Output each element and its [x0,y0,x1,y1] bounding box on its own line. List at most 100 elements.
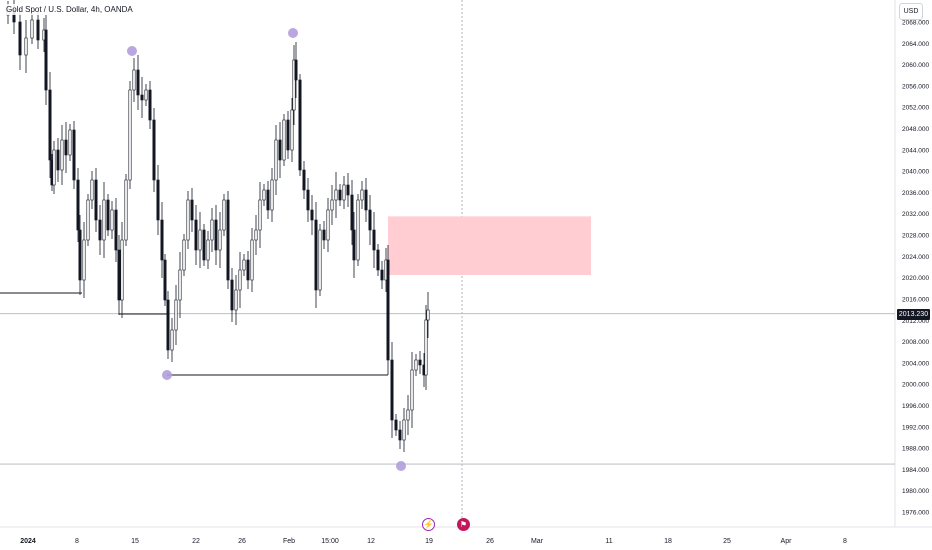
price-tick-label: 1992.000 [902,424,929,431]
candle-body [186,199,190,241]
price-tick-label: 2000.000 [902,382,929,389]
candle-body [306,189,310,211]
candle-body [144,89,148,101]
time-tick-label: 18 [664,538,672,545]
candle-body [286,119,290,151]
candle-body [76,179,80,231]
currency-button[interactable]: USD [899,3,923,20]
candle-body [290,109,294,151]
candle-body [136,69,140,96]
candle-body [56,149,60,171]
price-tick-label: 2068.000 [902,20,929,27]
time-tick-label: 19 [425,538,433,545]
price-tick-label: 2028.000 [902,233,929,240]
candle-body [234,289,238,311]
candle-body [322,229,326,241]
price-tick-label: 2016.000 [902,296,929,303]
candle-body [302,169,306,191]
price-tick-label: 2048.000 [902,126,929,133]
candle-body [386,259,390,361]
candle-body [190,199,194,221]
candle-body [330,199,334,211]
price-tick-label: 1984.000 [902,467,929,474]
candle-body [364,189,368,211]
candle-body [372,229,376,251]
time-tick-label: 26 [486,538,494,545]
candle-body [380,269,384,281]
price-tick-label: 2064.000 [902,41,929,48]
time-tick-label: 12 [367,538,375,545]
candle-body [170,329,174,351]
lightning-icon[interactable]: ⚡ [422,518,435,531]
candle-body [394,419,398,431]
price-tick-label: 2004.000 [902,360,929,367]
price-tick-label: 2056.000 [902,83,929,90]
candle-body [414,359,418,371]
time-tick-label: 11 [605,538,612,545]
candle-body [18,21,22,56]
time-tick-label: 8 [843,538,847,545]
price-axis: 2068.000 2064.000 2060.000 2056.000 2052.000… [902,20,929,517]
candle-body [68,129,72,156]
candle-body [64,139,68,156]
candle-body [230,279,234,311]
candle-body [44,29,48,91]
candle-body [194,219,198,251]
price-tick-label: 1988.000 [902,446,929,453]
price-tick-label: 2060.000 [902,62,929,69]
time-tick-label: 26 [238,538,246,545]
swing-marker [288,28,298,38]
candle-body [98,219,102,241]
candle-body [24,37,28,56]
candle-body [418,359,422,366]
time-tick-label: 25 [723,538,731,545]
candle-body [174,299,178,331]
candle-body [282,119,286,161]
candle-body [266,189,270,211]
candle-body [424,319,428,376]
price-tick-label: 2008.000 [902,339,929,346]
candle-body [166,299,170,351]
chart-title: Gold Spot / U.S. Dollar, 4h, OANDA [4,4,135,15]
price-tick-label: 2024.000 [902,254,929,261]
time-tick-label: Mar [531,538,544,545]
candle-body [72,129,76,181]
candle-body [318,229,322,291]
candle-body [426,309,430,321]
current-price-label: 2013.230 [897,309,930,320]
candle-body [160,219,164,261]
candle-body [60,139,64,171]
candle-body [274,139,278,181]
time-axis: 2024 8 15 22 26 Feb 15:00 12 19 26 Mar 11 18 25 Apr 8 [20,538,847,545]
candle-body [238,269,242,291]
candle-body [250,239,254,281]
price-tick-label: 2036.000 [902,190,929,197]
candle-body [270,179,274,211]
candle-body [210,219,214,241]
time-tick-label: Apr [781,538,793,545]
candle-body [258,199,262,231]
price-tick-label: 1980.000 [902,488,929,495]
candle-body [78,229,82,281]
candle-body [202,229,206,261]
price-tick-label: 2032.000 [902,211,929,218]
time-tick-label: 2024 [20,538,36,545]
price-tick-label: 2052.000 [902,105,929,112]
swing-markers-layer [127,28,406,471]
swing-marker [127,46,137,56]
candle-body [314,219,318,291]
candle-body [86,199,90,241]
candle-body [410,369,414,411]
price-tick-label: 1976.000 [902,510,929,517]
candle-body [102,199,106,241]
candle-body [368,209,372,231]
candle-body [342,184,346,201]
candle-body [278,139,282,161]
candle-body [156,179,160,221]
candle-body [110,209,114,231]
candle-body [226,199,230,281]
flag-icon[interactable]: ⚑ [457,518,470,531]
price-tick-label: 2044.000 [902,147,929,154]
swing-marker [162,370,172,380]
